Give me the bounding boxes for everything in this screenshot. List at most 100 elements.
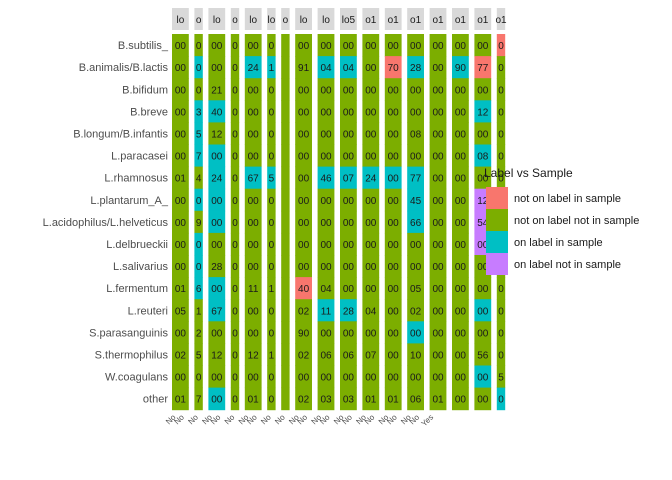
heat-cell — [429, 56, 447, 79]
heat-cell — [496, 387, 506, 411]
cell-label: 00 — [298, 174, 310, 185]
cell-label: 00 — [365, 328, 377, 339]
heat-cell — [362, 232, 380, 256]
cell-label: 00 — [175, 41, 187, 52]
cell-label: 0 — [269, 328, 275, 339]
cell-label: 08 — [410, 129, 422, 140]
facet-strip-label: o — [196, 15, 202, 26]
cell-label: 00 — [410, 41, 422, 52]
heat-cell — [474, 78, 492, 101]
heat-cell — [230, 299, 240, 322]
heat-cell — [317, 365, 335, 389]
cell-label: 00 — [298, 85, 310, 96]
heat-cell — [407, 144, 424, 168]
facet-strip-label: lo — [213, 15, 221, 26]
cell-label: 0 — [232, 350, 238, 361]
heat-cell — [230, 78, 240, 101]
cell-label: 0 — [269, 395, 275, 406]
heat-cell — [208, 277, 226, 300]
cell-label: 00 — [432, 350, 444, 361]
cell-label: 00 — [388, 350, 400, 361]
heat-cell — [407, 277, 424, 300]
facet-panel: lo 00 00 21 40 12 00 24 00 00 00 28 00 67 00 12 00 00 — [208, 8, 226, 411]
heat-cell — [295, 100, 312, 123]
heat-cell — [172, 387, 189, 411]
heat-cell — [194, 166, 203, 190]
heat-cell — [194, 343, 203, 366]
heat-cell — [267, 387, 276, 411]
heat-cell — [362, 299, 380, 322]
cell-label: 00 — [343, 373, 355, 384]
cell-label: 0 — [232, 306, 238, 317]
heat-cell — [407, 232, 424, 256]
heat-cell — [244, 144, 262, 168]
cell-label: 21 — [211, 85, 223, 96]
heat-cell — [295, 166, 312, 190]
cell-label: 0 — [196, 41, 202, 52]
heat-cell — [230, 365, 240, 389]
cell-label: 00 — [175, 129, 187, 140]
heat-cell — [267, 34, 276, 57]
heat-cell — [295, 387, 312, 411]
cell-label: 00 — [477, 240, 489, 251]
cell-label: 00 — [455, 41, 467, 52]
cell-label: 00 — [388, 107, 400, 118]
heat-cell — [208, 387, 226, 411]
cell-label: 00 — [432, 107, 444, 118]
cell-label: 00 — [320, 107, 332, 118]
cell-label: 00 — [455, 284, 467, 295]
facet-strip — [384, 8, 402, 30]
heat-cell — [317, 166, 335, 190]
heat-cell — [429, 78, 447, 101]
heat-cell — [340, 144, 357, 168]
heat-cell — [230, 188, 240, 212]
heat-cell — [317, 232, 335, 256]
cell-label: 5 — [498, 373, 504, 384]
heat-cell — [194, 188, 203, 212]
cell-label: 01 — [365, 395, 377, 406]
facet-strip — [407, 8, 424, 30]
legend-label: on label not in sample — [514, 259, 621, 271]
heat-cell — [172, 343, 189, 366]
heat-cell — [496, 321, 506, 344]
heat-cell — [244, 277, 262, 300]
facet-strip — [429, 8, 447, 30]
cell-label: 00 — [175, 218, 187, 229]
heat-cell — [208, 166, 226, 190]
facet-strip — [172, 8, 189, 30]
heat-cell — [208, 34, 226, 57]
heat-cell — [317, 255, 335, 278]
heat-cell — [267, 277, 276, 300]
cell-label: 40 — [298, 284, 310, 295]
cell-label: 00 — [343, 41, 355, 52]
heat-cell — [208, 321, 226, 344]
cell-label: 00 — [211, 63, 223, 74]
heat-cell — [452, 299, 469, 322]
heat-cell — [474, 343, 492, 366]
heat-cell — [295, 321, 312, 344]
heat-cell — [281, 232, 290, 256]
heat-cell — [317, 387, 335, 411]
cell-label: 06 — [410, 395, 422, 406]
cell-label: 24 — [365, 174, 377, 185]
cell-label: 00 — [248, 262, 260, 273]
heat-cell — [429, 343, 447, 366]
cell-label: 00 — [320, 373, 332, 384]
heat-cell — [362, 188, 380, 212]
heat-cell — [384, 343, 402, 366]
cell-label: 04 — [320, 284, 332, 295]
heat-cell — [281, 34, 290, 57]
heat-cell — [281, 255, 290, 278]
heat-cell — [295, 34, 312, 57]
row-label: S.parasanguinis — [89, 327, 168, 339]
facet-panel: lo 00 24 00 00 00 00 67 00 00 00 00 11 00 00 12 00 01 — [244, 8, 262, 411]
cell-label: 00 — [477, 262, 489, 273]
cell-label: 03 — [343, 395, 355, 406]
cell-label: 00 — [365, 152, 377, 163]
row-label: L.reuteri — [128, 305, 168, 317]
cell-label: 00 — [388, 373, 400, 384]
heat-cell — [340, 34, 357, 57]
heat-cell — [452, 166, 469, 190]
heat-cell — [267, 299, 276, 322]
